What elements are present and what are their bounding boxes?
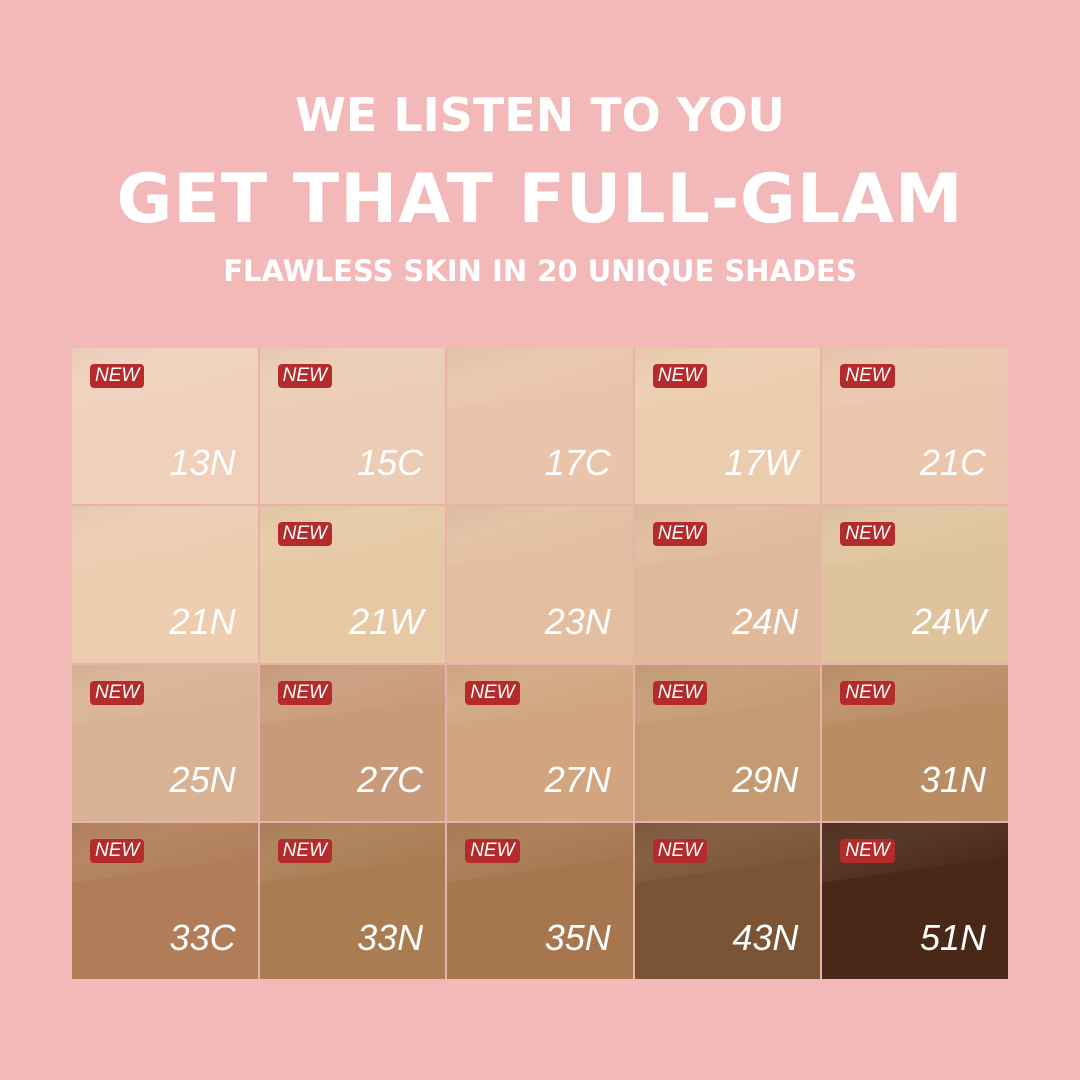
shade-swatch: NEW 31N — [822, 664, 1008, 821]
shade-name: 21W — [349, 600, 424, 642]
new-badge: NEW — [840, 838, 895, 863]
shade-swatch: 23N — [447, 506, 633, 663]
shade-swatch: NEW 33N — [259, 822, 446, 979]
headline-main: GET THAT FULL-GLAM — [116, 160, 964, 239]
shade-name: 24W — [911, 600, 986, 642]
new-badge: NEW — [277, 364, 332, 388]
shade-name: 17W — [724, 442, 799, 484]
new-badge: NEW — [90, 838, 145, 863]
shade-grid: NEW 13N NEW 15C 17C NEW 17W NEW 21C 21N NEW 21W 23N N… — [72, 348, 1008, 979]
shade-swatch: NEW 21C — [822, 348, 1008, 505]
shade-swatch: NEW 35N — [447, 822, 633, 979]
shade-swatch: NEW 43N — [634, 822, 821, 979]
shade-name: 23N — [544, 600, 611, 642]
shade-name: 43N — [732, 917, 799, 958]
shade-name: 35N — [544, 917, 611, 958]
shade-swatch: NEW 13N — [72, 348, 258, 505]
new-badge: NEW — [90, 364, 145, 388]
new-badge: NEW — [652, 680, 708, 705]
shade-swatch: NEW 29N — [634, 664, 821, 821]
shade-swatch: NEW 21W — [259, 506, 446, 663]
new-badge: NEW — [652, 364, 708, 388]
shade-name: 27N — [544, 758, 611, 800]
headline-top: WE LISTEN TO YOU — [295, 88, 785, 142]
new-badge: NEW — [277, 838, 332, 863]
shade-name: 21C — [919, 442, 986, 484]
shade-swatch: NEW 24W — [822, 506, 1008, 663]
new-badge: NEW — [652, 838, 708, 863]
shade-name: 33C — [169, 917, 236, 958]
new-badge: NEW — [465, 838, 520, 863]
shade-name: 25N — [169, 758, 236, 800]
shade-swatch: NEW 51N — [822, 822, 1008, 979]
new-badge: NEW — [840, 364, 895, 388]
shade-name: 21N — [169, 600, 236, 642]
new-badge: NEW — [465, 680, 520, 705]
shade-swatch: NEW 17W — [634, 348, 821, 505]
shade-swatch: NEW 24N — [634, 506, 821, 663]
new-badge: NEW — [277, 680, 332, 705]
shade-name: 13N — [169, 442, 236, 484]
shade-name: 51N — [919, 917, 986, 958]
shade-name: 15C — [357, 442, 424, 484]
shade-swatch: 17C — [447, 348, 633, 505]
subheadline: FLAWLESS SKIN IN 20 UNIQUE SHADES — [223, 254, 857, 288]
new-badge: NEW — [840, 680, 895, 705]
shade-swatch: NEW 15C — [259, 348, 446, 505]
shade-name: 29N — [732, 758, 799, 800]
new-badge: NEW — [90, 680, 145, 705]
shade-name: 33N — [357, 917, 424, 958]
shade-swatch: 21N — [72, 506, 258, 663]
shade-swatch: NEW 25N — [72, 664, 258, 821]
shade-swatch: NEW 27C — [259, 664, 446, 821]
new-badge: NEW — [652, 522, 708, 547]
new-badge: NEW — [277, 522, 332, 547]
new-badge: NEW — [840, 522, 895, 547]
shade-swatch: NEW 33C — [72, 822, 258, 979]
shade-swatch: NEW 27N — [447, 664, 633, 821]
shade-name: 17C — [544, 442, 611, 484]
shade-name: 31N — [919, 758, 986, 800]
shade-name: 24N — [732, 600, 799, 642]
shade-name: 27C — [357, 758, 424, 800]
